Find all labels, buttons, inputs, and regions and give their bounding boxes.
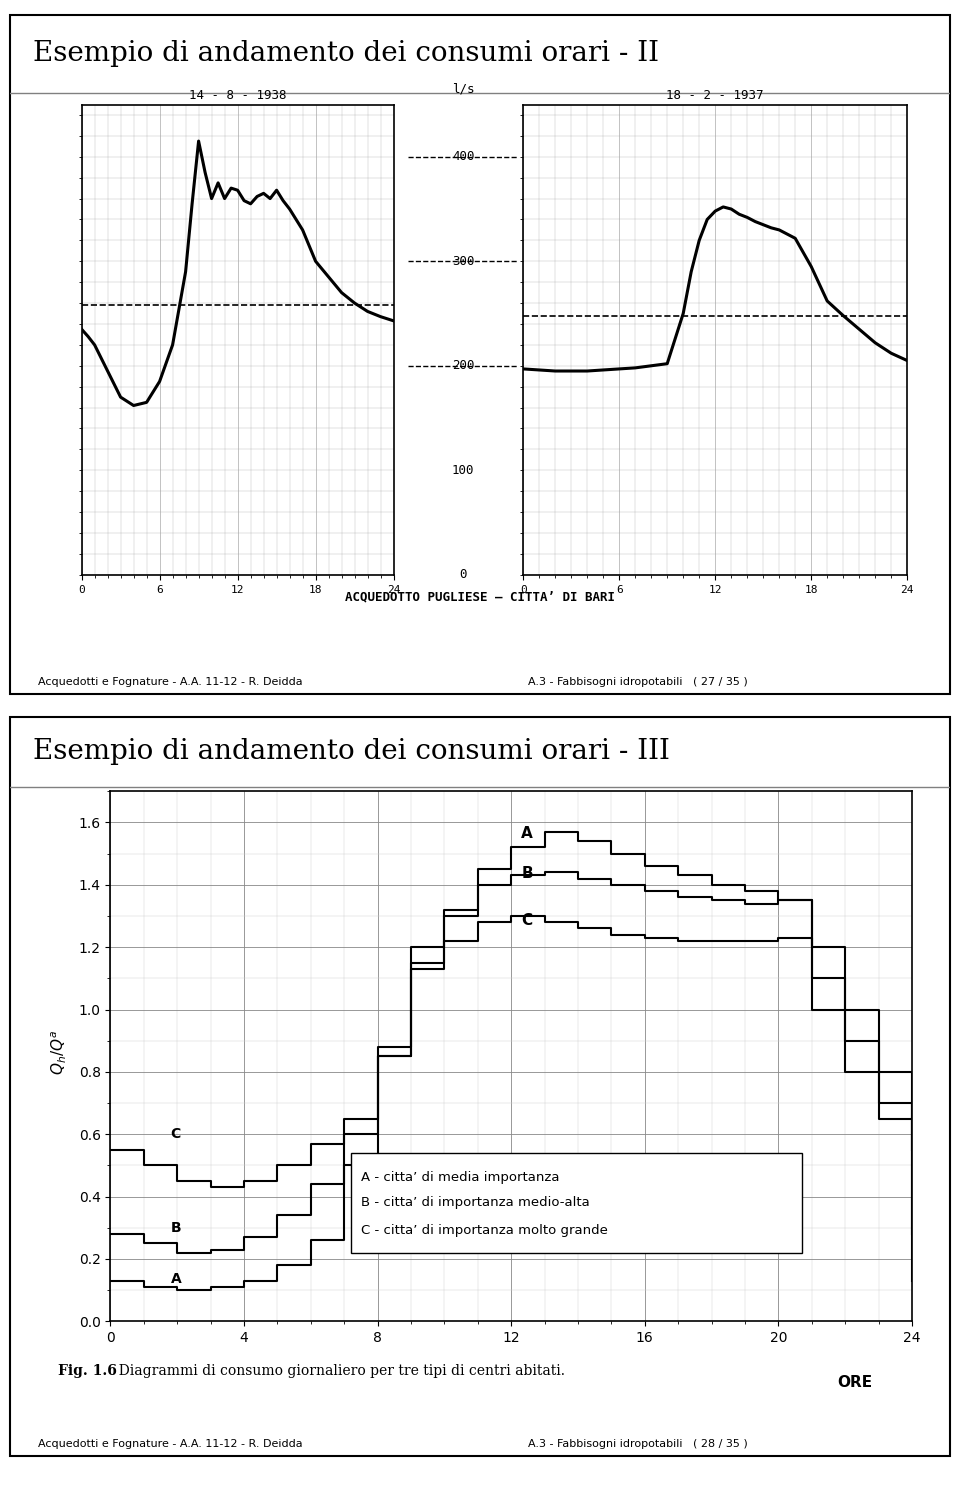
Text: B: B xyxy=(521,866,533,881)
Text: A.3 - Fabbisogni idropotabili   ( 27 / 35 ): A.3 - Fabbisogni idropotabili ( 27 / 35 … xyxy=(528,678,748,687)
Text: Acquedotti e Fognature - A.A. 11-12 - R. Deidda: Acquedotti e Fognature - A.A. 11-12 - R.… xyxy=(38,1439,303,1448)
Title: 18 - 2 - 1937: 18 - 2 - 1937 xyxy=(666,90,764,102)
Text: Acquedotti e Fognature - A.A. 11-12 - R. Deidda: Acquedotti e Fognature - A.A. 11-12 - R.… xyxy=(38,678,303,687)
Text: C - citta’ di importanza molto grande: C - citta’ di importanza molto grande xyxy=(361,1224,608,1238)
Text: C: C xyxy=(521,914,533,929)
Text: Esempio di andamento dei consumi orari - III: Esempio di andamento dei consumi orari -… xyxy=(33,738,670,766)
Text: 100: 100 xyxy=(452,464,474,476)
Text: 300: 300 xyxy=(452,255,474,267)
Text: A - citta’ di media importanza: A - citta’ di media importanza xyxy=(361,1172,560,1184)
Text: Diagrammi di consumo giornaliero per tre tipi di centri abitati.: Diagrammi di consumo giornaliero per tre… xyxy=(110,1363,565,1378)
Text: l/s: l/s xyxy=(452,82,474,96)
Text: A.3 - Fabbisogni idropotabili   ( 28 / 35 ): A.3 - Fabbisogni idropotabili ( 28 / 35 … xyxy=(528,1439,748,1448)
Text: Fig. 1.6: Fig. 1.6 xyxy=(58,1363,116,1378)
FancyBboxPatch shape xyxy=(10,717,950,1456)
Text: C: C xyxy=(171,1127,180,1141)
FancyBboxPatch shape xyxy=(10,15,950,694)
Text: Esempio di andamento dei consumi orari - II: Esempio di andamento dei consumi orari -… xyxy=(33,40,660,67)
Text: A: A xyxy=(521,826,533,841)
Title: 14 - 8 - 1938: 14 - 8 - 1938 xyxy=(189,90,286,102)
Text: B: B xyxy=(171,1221,181,1235)
Text: ACQUEDOTTO PUGLIESE – CITTA’ DI BARI: ACQUEDOTTO PUGLIESE – CITTA’ DI BARI xyxy=(345,591,615,603)
Text: 0: 0 xyxy=(460,569,467,581)
Text: 200: 200 xyxy=(452,360,474,372)
Text: 400: 400 xyxy=(452,151,474,163)
Text: $Q_h/Q^a$: $Q_h/Q^a$ xyxy=(50,1030,69,1075)
FancyBboxPatch shape xyxy=(351,1153,802,1253)
Text: ORE: ORE xyxy=(838,1375,873,1390)
Text: A: A xyxy=(171,1272,181,1285)
Text: B - citta’ di importanza medio-alta: B - citta’ di importanza medio-alta xyxy=(361,1196,589,1209)
